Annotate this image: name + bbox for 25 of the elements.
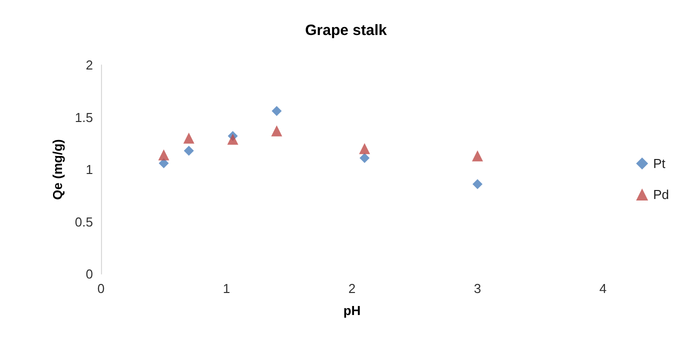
chart-title: Grape stalk xyxy=(305,22,388,39)
point xyxy=(184,146,194,156)
legend-label: Pt xyxy=(653,156,666,171)
point xyxy=(271,125,282,136)
x-axis-title: pH xyxy=(343,303,361,318)
point xyxy=(472,179,482,190)
y-tick-label: 1 xyxy=(86,162,93,177)
x-tick-label: 3 xyxy=(474,281,482,296)
y-tick-label: 0.5 xyxy=(74,214,93,230)
legend-label: Pd xyxy=(653,187,670,202)
point xyxy=(183,132,194,144)
point xyxy=(472,150,483,162)
x-tick-label: 0 xyxy=(97,281,105,296)
x-tick-label: 2 xyxy=(348,281,356,296)
y-axis-title: Qe (mg/g) xyxy=(50,139,66,200)
point xyxy=(158,149,170,160)
y-tick-label: 1.5 xyxy=(74,110,93,125)
point xyxy=(359,143,370,154)
x-tick-label: 1 xyxy=(222,281,230,296)
x-tick-label: 4 xyxy=(599,281,607,296)
point xyxy=(360,153,370,164)
y-tick-label: 2 xyxy=(86,58,93,72)
y-tick-label: 0 xyxy=(86,266,93,282)
point xyxy=(227,134,238,145)
point xyxy=(272,106,282,116)
